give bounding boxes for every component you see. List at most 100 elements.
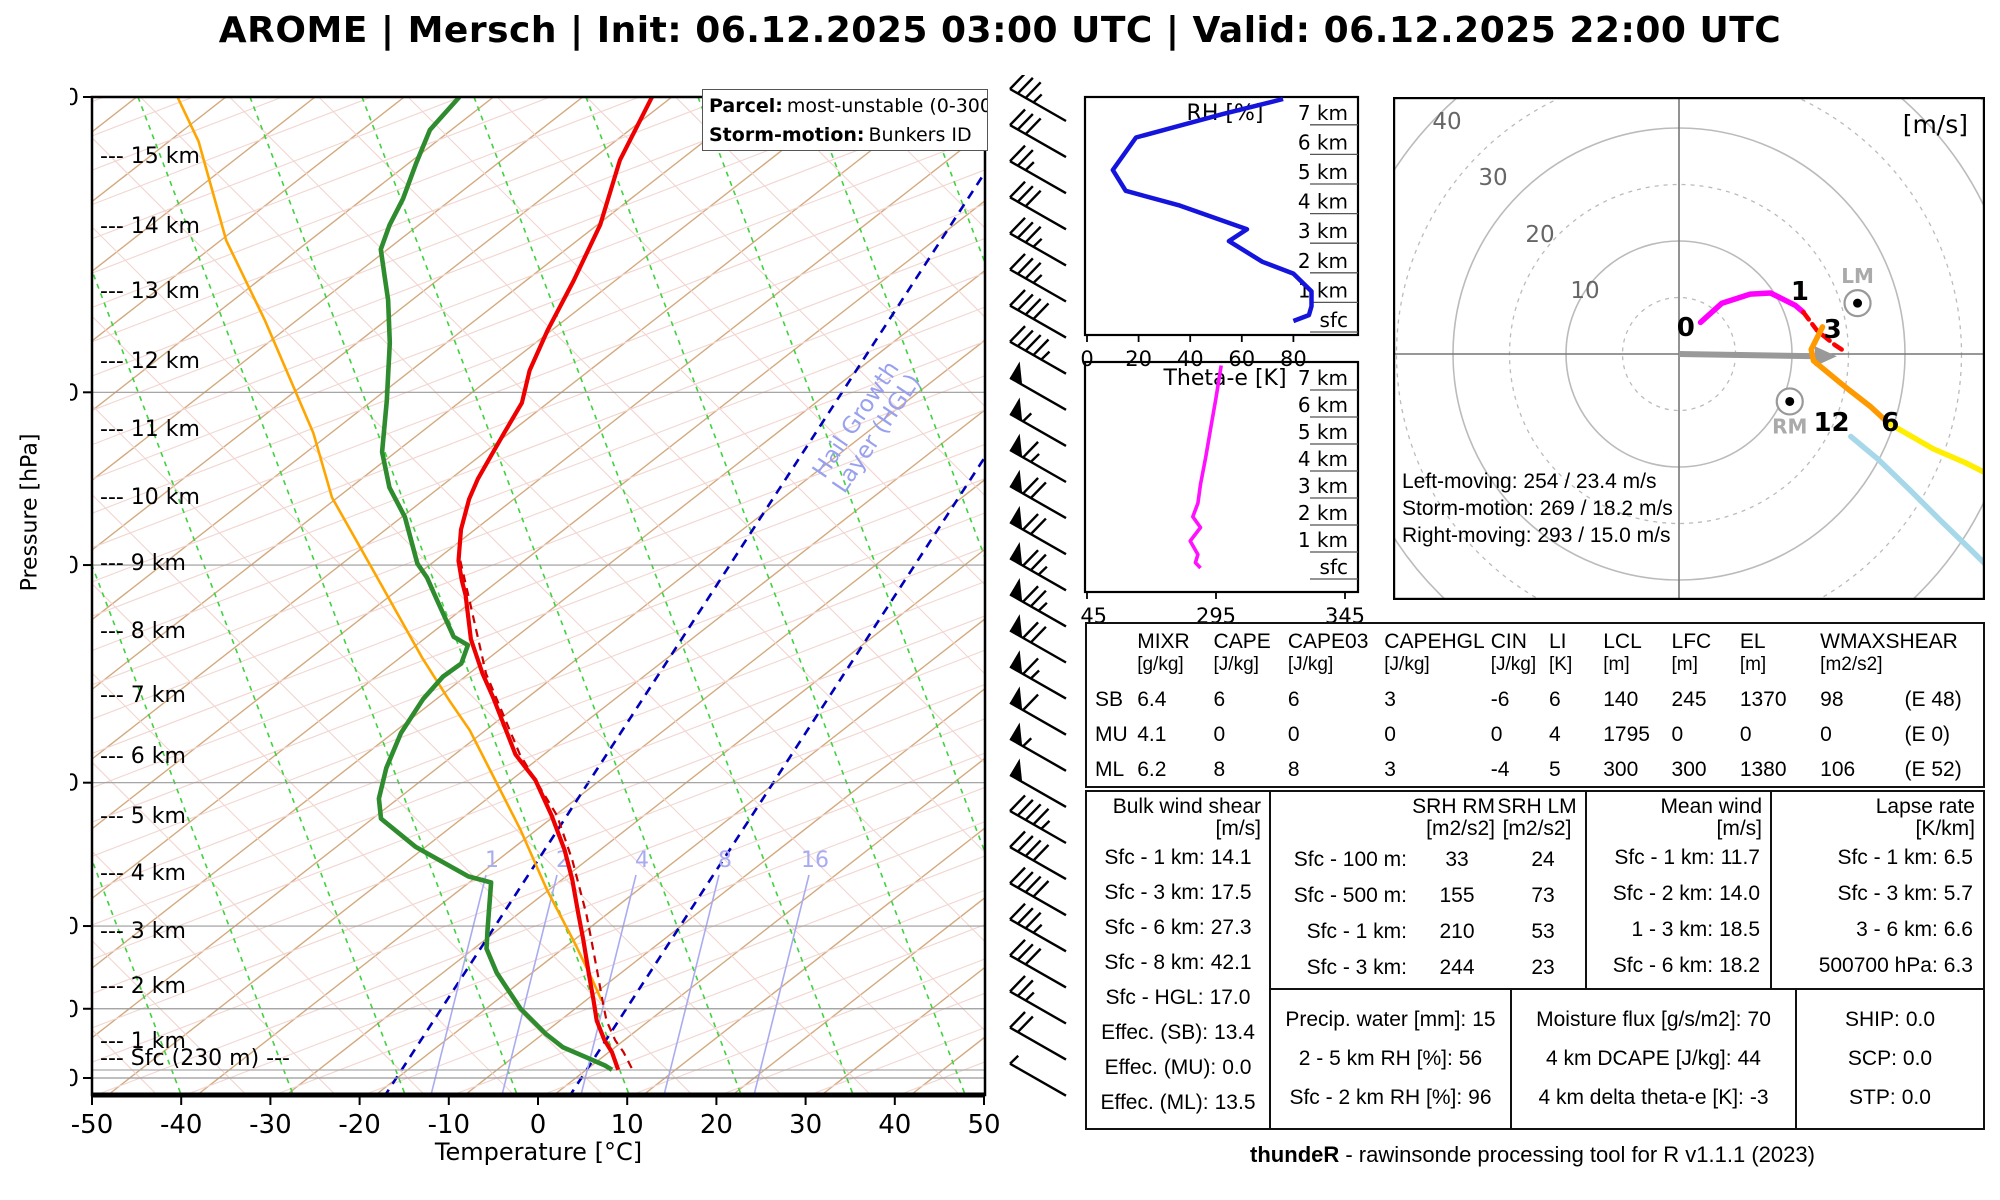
barb-full (1009, 830, 1026, 848)
barb-full (1009, 108, 1026, 126)
srh-lm-wrap-0: 24 (1501, 842, 1585, 878)
thetae-panel: Theta-e [K] 7 km 6 km 5 km 4 km 3 km 2 km 1 km s… (1080, 360, 1365, 628)
parcel-header-rowlabel (1087, 624, 1135, 682)
parcel-cell-SB-0: SB (1095, 687, 1124, 711)
isotherm-line (93, 340, 984, 1038)
barb-half (1024, 161, 1035, 171)
bulk-shear-label-0: Sfc - 1 km: (1104, 846, 1205, 869)
srh-col2-title: SRH LM (1497, 795, 1577, 818)
barb-half (1040, 350, 1051, 361)
barb-half (1032, 237, 1043, 248)
barb-full (1016, 799, 1034, 817)
height-label-10km: --- 10 km (100, 485, 200, 510)
barb-pennant (1010, 433, 1023, 457)
parcel-header-row: MIXR [g/kg] CAPE [J/kg] CAPE03 [J/kg] CAPEHGL[… (1087, 624, 1983, 682)
parcel-cell-MU-6: 4 (1549, 722, 1561, 746)
srh-row-label-wrap-3: Sfc - 3 km: (1271, 950, 1413, 986)
barb-full (1016, 871, 1034, 889)
bulk-shear-title: Bulk wind shear (1112, 795, 1261, 818)
height-label-12km: --- 12 km (100, 349, 200, 374)
lapse-rate-unit: [K/km] (1915, 817, 1975, 840)
wind-barb (1009, 253, 1067, 303)
hodo-segment-0-1km (1697, 290, 1807, 326)
isotherm-line (93, 98, 672, 551)
barb-full (1024, 81, 1042, 99)
hodo-height-label-1: 1 (1791, 277, 1809, 307)
precip-value-0: 15 (1472, 1008, 1496, 1031)
barb-full (1032, 302, 1050, 320)
hodo-height-label-0: 0 (1677, 313, 1695, 343)
dry-adiabat-line (453, 890, 984, 1094)
bulk-shear-label-7: Effec. (ML): (1100, 1091, 1209, 1114)
wind-barb (1009, 469, 1067, 520)
temp-tick-label: -10 (428, 1110, 470, 1140)
height-label-13km: --- 13 km (100, 279, 200, 304)
barb-full (1022, 693, 1039, 711)
pressure-axis-label: Pressure [hPa] (17, 433, 43, 592)
wind-barb (1009, 650, 1067, 700)
temperature-axis-label: Temperature [°C] (434, 1138, 643, 1166)
srh-row-3: Sfc - 3 km: 244 23 (1271, 950, 1585, 986)
barb-staff (1009, 557, 1067, 592)
srh-col2-unit: [m2/s2] (1502, 817, 1572, 840)
wind-barb (1009, 975, 1067, 1025)
thetae-curve (1188, 365, 1223, 570)
mixing-ratio-curve (93, 271, 406, 1094)
height-label-11km: --- 11 km (100, 417, 200, 442)
moist-adiabat-line (93, 227, 960, 1094)
mixing-ratio-segment (753, 874, 810, 1094)
lapse-rate-row-0: Sfc - 1 km: 6.5 (1772, 840, 1983, 876)
barb-half (1032, 274, 1043, 284)
bulk-shear-row-5: Effec. (SB): 13.4 (1087, 1015, 1269, 1050)
wind-barb (1009, 614, 1067, 664)
precip-row-2: Sfc - 2 km RH [%]: 96 (1271, 1078, 1510, 1117)
precip-label-2: Sfc - 2 km RH [%]: (1289, 1086, 1463, 1109)
thetae-title: Theta-e [K] (1162, 366, 1286, 391)
wind-barb (1009, 108, 1067, 159)
dry-adiabat-line (93, 272, 984, 617)
parcel-value: most-unstable (0-3000m) (786, 95, 987, 117)
isotherm-line (93, 98, 851, 690)
parcel-header-LCL: LCL [m] (1603, 630, 1642, 675)
barb-pennant (1010, 758, 1023, 782)
storm-motion-readout: Left-moving: 254 / 23.4 m/s Storm-motion… (1402, 468, 1673, 549)
page-title: AROME | Mersch | Init: 06.12.2025 03:00 … (218, 10, 1782, 51)
barb-full (1009, 180, 1026, 199)
srh-lm-wrap-1: 73 (1501, 878, 1585, 914)
hodo-segment-6-9km (1885, 420, 1983, 475)
srh-lm-value-3: 23 (1531, 956, 1555, 979)
moisture-value-1: 44 (1737, 1047, 1761, 1070)
barb-full (1024, 334, 1042, 352)
parcel-header-EL: EL [m] (1739, 630, 1767, 675)
barb-staff (1009, 773, 1067, 808)
moist-adiabat-line (93, 762, 425, 1094)
parcel-cell-SB-8: 245 (1671, 687, 1707, 711)
parcel-cell-ML-10: 106 (1820, 757, 1856, 781)
wind-barb (1009, 830, 1067, 881)
mixing-ratio-curve (249, 98, 630, 1094)
barb-full (1009, 144, 1026, 163)
skewt-chart: 1248161002003005007008501000-50-40-30-20… (70, 75, 1067, 1140)
mean-wind-label-0: Sfc - 1 km: (1614, 846, 1715, 869)
hodo-segment-3-6km (1808, 324, 1891, 426)
km-label-1km: 1 km (1298, 278, 1348, 302)
barb-full (1009, 938, 1026, 957)
srh-row-label-0: Sfc - 100 m: (1293, 848, 1407, 871)
lapse-rate-header: Lapse rate [K/km] (1772, 792, 1983, 840)
height-label-3km: --- 3 km (100, 919, 186, 944)
lapse-rate-label-0: Sfc - 1 km: (1837, 846, 1938, 869)
moist-adiabat-line (93, 405, 782, 1094)
barb-full (1009, 325, 1026, 343)
barb-staff (1009, 593, 1067, 628)
barb-full (1024, 117, 1042, 135)
dry-adiabat-line (93, 98, 906, 411)
pressure-tick-label: 700 (70, 914, 79, 940)
barb-full (1016, 221, 1034, 239)
moist-adiabat-line (319, 98, 984, 763)
bulk-shear-row-4: Sfc - HGL: 17.0 (1087, 980, 1269, 1015)
barb-full (1009, 75, 1026, 90)
lapse-rate-row-1: Sfc - 3 km: 5.7 (1772, 876, 1983, 912)
lapse-rate-label-2: 3 - 6 km: (1856, 918, 1938, 941)
mean-wind-unit: [m/s] (1716, 817, 1763, 840)
